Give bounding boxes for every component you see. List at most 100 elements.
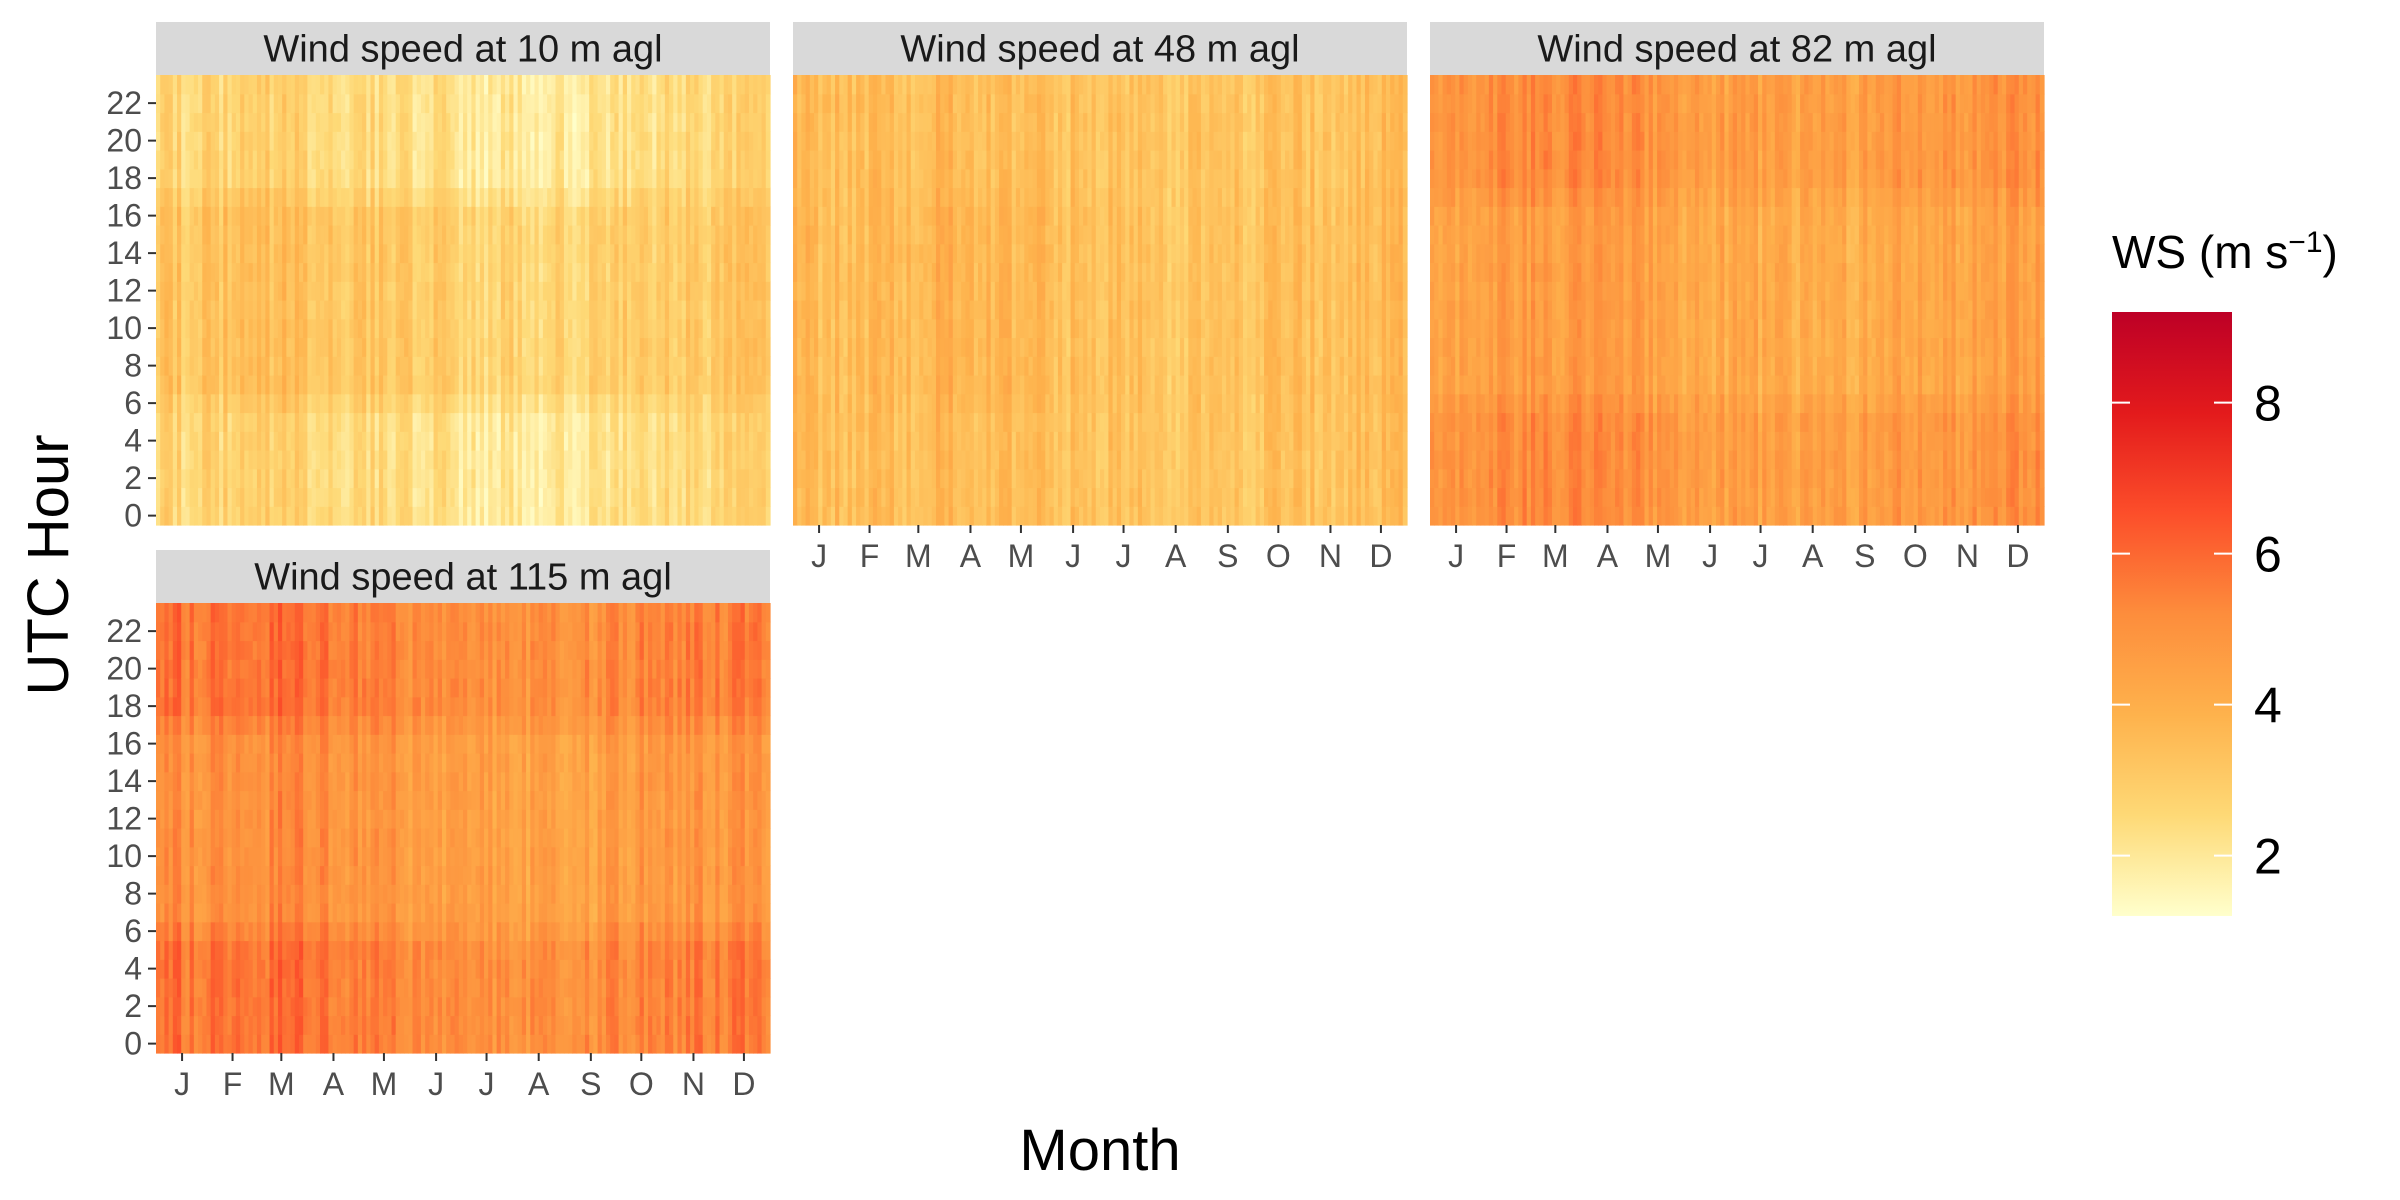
- heatmap-cell: [269, 300, 275, 320]
- heatmap-cell: [902, 487, 908, 507]
- heatmap-cell: [425, 375, 430, 395]
- heatmap-cell: [463, 468, 468, 489]
- heatmap-cell: [345, 281, 351, 301]
- heatmap-cell: [353, 225, 359, 245]
- heatmap-cell: [559, 375, 565, 395]
- heatmap-cell: [881, 506, 887, 526]
- heatmap-cell: [383, 150, 388, 170]
- heatmap-cell: [614, 393, 620, 414]
- heatmap-cell: [408, 412, 414, 432]
- heatmap-cell: [664, 468, 670, 489]
- heatmap-cell: [484, 412, 489, 432]
- heatmap-cell: [298, 356, 304, 376]
- heatmap-cell: [156, 168, 161, 189]
- heatmap-cell: [488, 150, 494, 170]
- heatmap-cell: [500, 93, 506, 114]
- heatmap-cell: [463, 131, 468, 151]
- heatmap-cell: [168, 187, 174, 207]
- heatmap-cell: [412, 412, 418, 432]
- heatmap-cell: [631, 450, 637, 470]
- heatmap-cell: [429, 281, 435, 301]
- heatmap-cell: [1003, 243, 1009, 264]
- heatmap-cell: [593, 206, 599, 226]
- heatmap-cell: [484, 131, 489, 151]
- heatmap-cell: [765, 75, 771, 95]
- heatmap-cell: [353, 356, 359, 376]
- heatmap-cell: [320, 337, 325, 357]
- heatmap-cell: [303, 243, 308, 264]
- heatmap-cell: [990, 131, 996, 151]
- heatmap-cell: [652, 318, 658, 339]
- heatmap-cell: [349, 375, 355, 395]
- heatmap-cell: [906, 225, 912, 245]
- heatmap-cell: [437, 337, 443, 357]
- heatmap-cell: [906, 300, 912, 320]
- heatmap-cell: [425, 112, 430, 132]
- heatmap-cell: [551, 281, 557, 301]
- heatmap-cell: [757, 93, 763, 114]
- heatmap-cell: [399, 375, 405, 395]
- heatmap-cell: [639, 356, 645, 376]
- heatmap-cell: [454, 318, 460, 339]
- heatmap-cell: [681, 187, 687, 207]
- heatmap-cell: [830, 112, 836, 132]
- heatmap-cell: [765, 225, 771, 245]
- heatmap-cell: [181, 393, 187, 414]
- heatmap-cell: [814, 281, 819, 301]
- heatmap-cell: [732, 356, 737, 376]
- heatmap-cell: [412, 300, 418, 320]
- heatmap-cell: [1011, 468, 1017, 489]
- heatmap-cell: [826, 431, 832, 451]
- heatmap-cell: [307, 131, 313, 151]
- heatmap-cell: [328, 75, 334, 95]
- heatmap-cell: [189, 93, 195, 114]
- heatmap-cell: [597, 93, 603, 114]
- heatmap-cell: [252, 243, 258, 264]
- heatmap-cell: [584, 300, 590, 320]
- heatmap-cell: [420, 393, 426, 414]
- heatmap-cell: [248, 281, 254, 301]
- heatmap-cell: [383, 93, 388, 114]
- heatmap-cell: [643, 300, 649, 320]
- heatmap-cell: [378, 93, 384, 114]
- heatmap-cell: [551, 150, 557, 170]
- heatmap-cell: [387, 431, 393, 451]
- heatmap-cell: [961, 356, 967, 376]
- heatmap-cell: [872, 300, 878, 320]
- heatmap-cell: [172, 487, 178, 507]
- heatmap-cell: [345, 243, 351, 264]
- heatmap-cell: [210, 168, 216, 189]
- heatmap-cell: [664, 318, 670, 339]
- heatmap-cell: [809, 243, 815, 264]
- heatmap-cell: [307, 412, 313, 432]
- heatmap-cell: [160, 412, 166, 432]
- heatmap-cell: [328, 243, 334, 264]
- heatmap-cell: [805, 225, 811, 245]
- heatmap-cell: [814, 187, 819, 207]
- heatmap-cell: [805, 187, 811, 207]
- heatmap-cell: [923, 300, 929, 320]
- heatmap-cell: [805, 112, 811, 132]
- heatmap-cell: [277, 150, 283, 170]
- heatmap-cell: [484, 93, 489, 114]
- heatmap-cell: [298, 431, 304, 451]
- heatmap-cell: [711, 450, 716, 470]
- heatmap-cell: [727, 393, 733, 414]
- heatmap-cell: [261, 318, 266, 339]
- heatmap-cell: [160, 112, 166, 132]
- heatmap-cell: [345, 337, 351, 357]
- heatmap-cell: [357, 243, 363, 264]
- heatmap-cell: [219, 243, 224, 264]
- heatmap-cell: [168, 93, 174, 114]
- heatmap-cell: [814, 150, 819, 170]
- heatmap-cell: [576, 318, 582, 339]
- heatmap-cell: [639, 206, 645, 226]
- heatmap-cell: [349, 318, 355, 339]
- heatmap-cell: [433, 112, 439, 132]
- heatmap-cell: [1011, 450, 1017, 470]
- heatmap-cell: [172, 300, 178, 320]
- heatmap-cell: [303, 150, 308, 170]
- heatmap-cell: [856, 300, 861, 320]
- heatmap-cell: [948, 487, 954, 507]
- heatmap-cell: [328, 468, 334, 489]
